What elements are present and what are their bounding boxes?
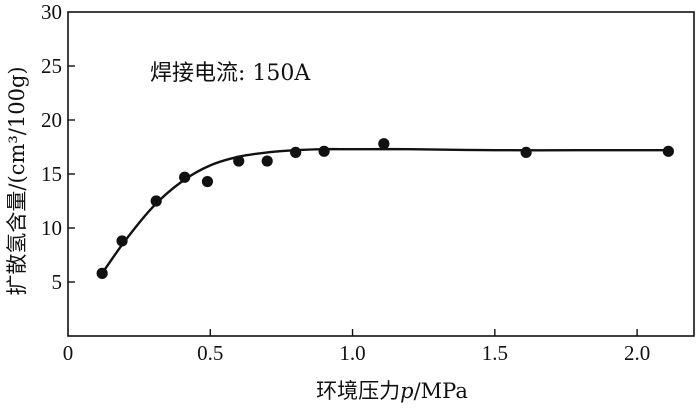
y-tick-label: 10 bbox=[41, 216, 62, 240]
y-tick-label: 30 bbox=[41, 0, 62, 24]
data-point bbox=[290, 146, 302, 158]
fit-curve-line bbox=[101, 147, 666, 275]
x-axis-title-unit: /MPa bbox=[414, 379, 468, 403]
welding-current-annotation: 焊接电流: 150A bbox=[150, 61, 311, 86]
data-point bbox=[150, 195, 162, 207]
x-tick-label: 0.5 bbox=[197, 341, 223, 365]
y-axis-title: 扩散氢含量/(cm³/100g) bbox=[5, 66, 29, 295]
data-point bbox=[662, 145, 674, 157]
data-points-layer bbox=[96, 138, 674, 279]
y-tick-label: 20 bbox=[41, 108, 62, 132]
fit-curve-layer bbox=[101, 147, 666, 275]
data-point bbox=[378, 138, 390, 150]
y-axis-ticks: 5 10 15 20 25 30 bbox=[41, 0, 75, 294]
data-point bbox=[520, 146, 532, 158]
x-axis-title-label: 环境压力 bbox=[316, 379, 400, 403]
y-tick-label: 15 bbox=[41, 162, 62, 186]
data-point bbox=[116, 235, 128, 247]
x-tick-label: 2.0 bbox=[624, 341, 650, 365]
x-axis-ticks: 0 0.5 1.0 1.5 2.0 bbox=[63, 329, 650, 365]
data-point bbox=[233, 155, 245, 167]
y-tick-label: 5 bbox=[52, 270, 63, 294]
data-point bbox=[201, 175, 214, 188]
data-point bbox=[261, 155, 273, 167]
x-tick-label: 1.0 bbox=[339, 341, 365, 365]
data-point bbox=[179, 171, 191, 183]
data-point bbox=[318, 145, 330, 157]
y-tick-label: 25 bbox=[41, 54, 62, 78]
data-point bbox=[96, 267, 108, 279]
x-tick-label: 1.5 bbox=[482, 341, 508, 365]
x-axis-title-variable: p bbox=[400, 379, 413, 403]
x-tick-label: 0 bbox=[63, 341, 74, 365]
x-axis-title: 环境压力p/MPa bbox=[316, 379, 468, 403]
